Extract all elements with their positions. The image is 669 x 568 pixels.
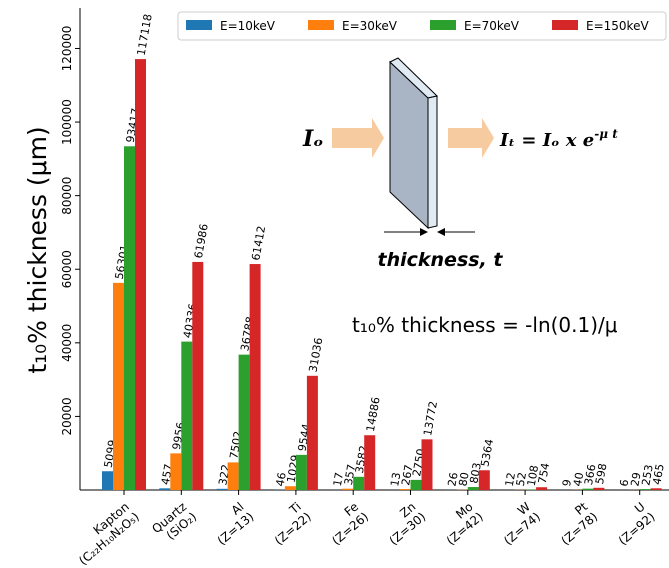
bar [400,489,411,490]
bar [250,264,261,490]
thickness-label: thickness, t [378,249,504,271]
y-tick-label: 60000 [60,250,74,288]
legend-swatch [308,20,334,30]
bar [640,489,651,490]
value-label: 598 [593,462,609,485]
bar [217,489,228,490]
bar [285,486,296,490]
arrow-out [448,118,494,158]
arrowhead [437,228,445,236]
legend-swatch [552,20,578,30]
bar [364,435,375,490]
legend-label: E=70keV [464,19,520,33]
value-label: 5364 [478,438,496,468]
bar [536,487,547,490]
transmitted-label: Iₜ = Iₒ x e-μ t [499,127,618,151]
bar [159,488,170,490]
bar [135,59,146,490]
value-label: 14886 [364,396,383,433]
equation: t₁₀% thickness = -ln(0.1)/μ [352,313,618,337]
y-tick-label: 100000 [60,99,74,145]
legend-swatch [186,20,212,30]
bar [170,453,181,490]
y-tick-label: 20000 [60,397,74,435]
bar [307,376,318,490]
inset-diagram: Iₒ Iₜ = Iₒ x e-μ t thickness, t t₁₀% thi… [302,58,618,337]
y-tick-label: 120000 [60,26,74,72]
legend-swatch [430,20,456,30]
bar [353,477,364,490]
arrowhead [420,228,428,236]
value-label: 31036 [307,337,326,374]
formula: Iₜ = Iₒ x e [499,130,594,151]
bar [228,462,239,490]
arrow-in [332,118,384,158]
value-label: 117118 [135,13,155,57]
formula-exponent: -μ t [594,127,618,141]
bar [181,342,192,490]
slab-edge [428,96,437,228]
value-label: 465 [650,463,666,486]
legend-label: E=10keV [220,19,276,33]
y-tick-label: 40000 [60,324,74,362]
value-label: 61412 [249,225,268,262]
bar [296,455,307,490]
bar [411,480,422,490]
bar [192,262,203,490]
bar [582,489,593,490]
bar [239,355,250,490]
bar [102,471,113,490]
bar [124,146,135,490]
legend-label: E=30keV [342,19,398,33]
value-label: 13772 [421,400,440,437]
bar [651,488,662,490]
legend-label: E=150keV [586,19,649,33]
legend: E=10keV E=30keV E=70keV E=150keV [178,12,666,40]
bar [468,487,479,490]
x-tick-label: (Z=22) [272,510,314,548]
value-label: 61986 [192,223,211,260]
y-axis-label: t₁₀% thickness (μm) [23,126,52,373]
bar [342,489,353,490]
value-label: 754 [536,462,552,485]
bar [479,470,490,490]
incident-label: Iₒ [302,126,324,152]
bar [113,283,124,490]
x-tick-label: (Z=92) [616,510,658,548]
chart: Iₒ Iₜ = Iₒ x e-μ t thickness, t t₁₀% thi… [0,0,669,568]
y-tick-label: 80000 [60,177,74,215]
bar [422,439,433,490]
bar [593,488,604,490]
